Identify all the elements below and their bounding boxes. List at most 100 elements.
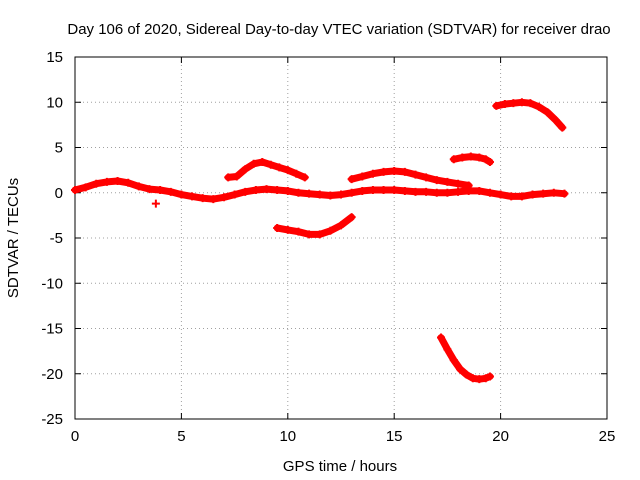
data-point: [526, 99, 535, 108]
data-series: [71, 98, 569, 384]
data-point: [134, 182, 143, 191]
x-tick-label: 20: [492, 428, 509, 445]
x-tick-label: 25: [599, 428, 616, 445]
series-group: [492, 98, 567, 132]
data-point: [462, 370, 471, 379]
data-point: [558, 123, 567, 132]
data-point: [294, 188, 303, 197]
data-point: [481, 374, 490, 383]
data-point: [454, 187, 463, 196]
data-point: [113, 176, 122, 185]
data-point: [507, 192, 516, 201]
y-axis-label: SDTVAR / TECUs: [5, 178, 22, 298]
data-point: [449, 155, 458, 164]
data-point: [283, 166, 292, 175]
x-axis-label: GPS time / hours: [283, 458, 397, 475]
data-point: [300, 173, 309, 182]
series-line: [224, 158, 309, 181]
data-point: [390, 186, 399, 195]
y-tick-label: 5: [55, 140, 63, 157]
data-point: [368, 186, 377, 195]
series-group: [71, 176, 569, 204]
data-point: [411, 170, 420, 179]
data-point: [305, 230, 314, 239]
data-point: [437, 333, 446, 342]
data-point: [517, 98, 526, 107]
data-point: [283, 186, 292, 195]
data-point: [275, 163, 284, 172]
data-point: [258, 157, 267, 166]
data-point: [549, 188, 558, 197]
data-point: [92, 179, 101, 188]
data-point: [347, 175, 356, 184]
data-point: [496, 190, 505, 199]
data-point: [390, 167, 399, 176]
y-tick-label: -25: [41, 411, 63, 428]
data-point: [400, 167, 409, 176]
data-point: [475, 186, 484, 195]
data-point: [347, 188, 356, 197]
data-point: [241, 187, 250, 196]
data-point: [358, 186, 367, 195]
data-point: [198, 194, 207, 203]
data-point: [292, 169, 301, 178]
data-point: [156, 186, 165, 195]
data-point: [326, 226, 335, 235]
y-tick-label: 10: [46, 94, 63, 111]
data-point: [432, 176, 441, 185]
y-tick-label: -15: [41, 321, 63, 338]
data-point: [432, 188, 441, 197]
data-point: [443, 177, 452, 186]
data-point: [449, 356, 458, 365]
series-line: [437, 334, 494, 383]
series-group: [151, 199, 160, 208]
data-point: [368, 169, 377, 178]
data-point: [209, 195, 218, 204]
x-tick-label: 0: [71, 428, 79, 445]
y-tick-label: -10: [41, 275, 63, 292]
data-point: [241, 165, 250, 174]
data-point: [534, 102, 543, 111]
data-point: [266, 160, 275, 169]
data-point: [481, 155, 490, 164]
data-point: [81, 183, 90, 192]
data-point: [539, 189, 548, 198]
data-point: [315, 230, 324, 239]
data-point: [443, 188, 452, 197]
data-point: [500, 100, 509, 109]
data-point: [273, 186, 282, 195]
data-point: [543, 108, 552, 117]
x-tick-label: 10: [279, 428, 296, 445]
data-point: [528, 190, 537, 199]
data-point: [305, 189, 314, 198]
grid-lines: [75, 57, 607, 419]
data-point: [560, 189, 569, 198]
data-point: [422, 173, 431, 182]
data-point: [315, 190, 324, 199]
data-point: [485, 372, 494, 381]
series-group: [347, 167, 473, 190]
data-point: [273, 224, 282, 233]
data-point: [337, 221, 345, 230]
data-point: [492, 101, 501, 110]
data-point: [422, 187, 431, 196]
y-tick-label: -20: [41, 366, 63, 383]
data-point: [400, 186, 409, 195]
data-point: [464, 181, 473, 190]
data-point: [166, 187, 175, 196]
y-axis-ticks: -25 -20 -15 -10 -5 0 5 10 15: [41, 49, 607, 428]
series-group: [437, 333, 494, 384]
data-point: [188, 192, 197, 201]
data-point: [337, 190, 345, 199]
data-point: [379, 186, 388, 195]
series-group: [449, 152, 494, 166]
chart-title: Day 106 of 2020, Sidereal Day-to-day VTE…: [67, 21, 610, 38]
data-point: [517, 192, 526, 201]
data-point: [475, 153, 484, 162]
y-tick-label: 15: [46, 49, 63, 66]
data-point: [219, 193, 228, 202]
data-point: [249, 159, 258, 168]
data-point: [251, 186, 260, 195]
series-line: [492, 98, 566, 132]
data-point: [379, 167, 388, 176]
